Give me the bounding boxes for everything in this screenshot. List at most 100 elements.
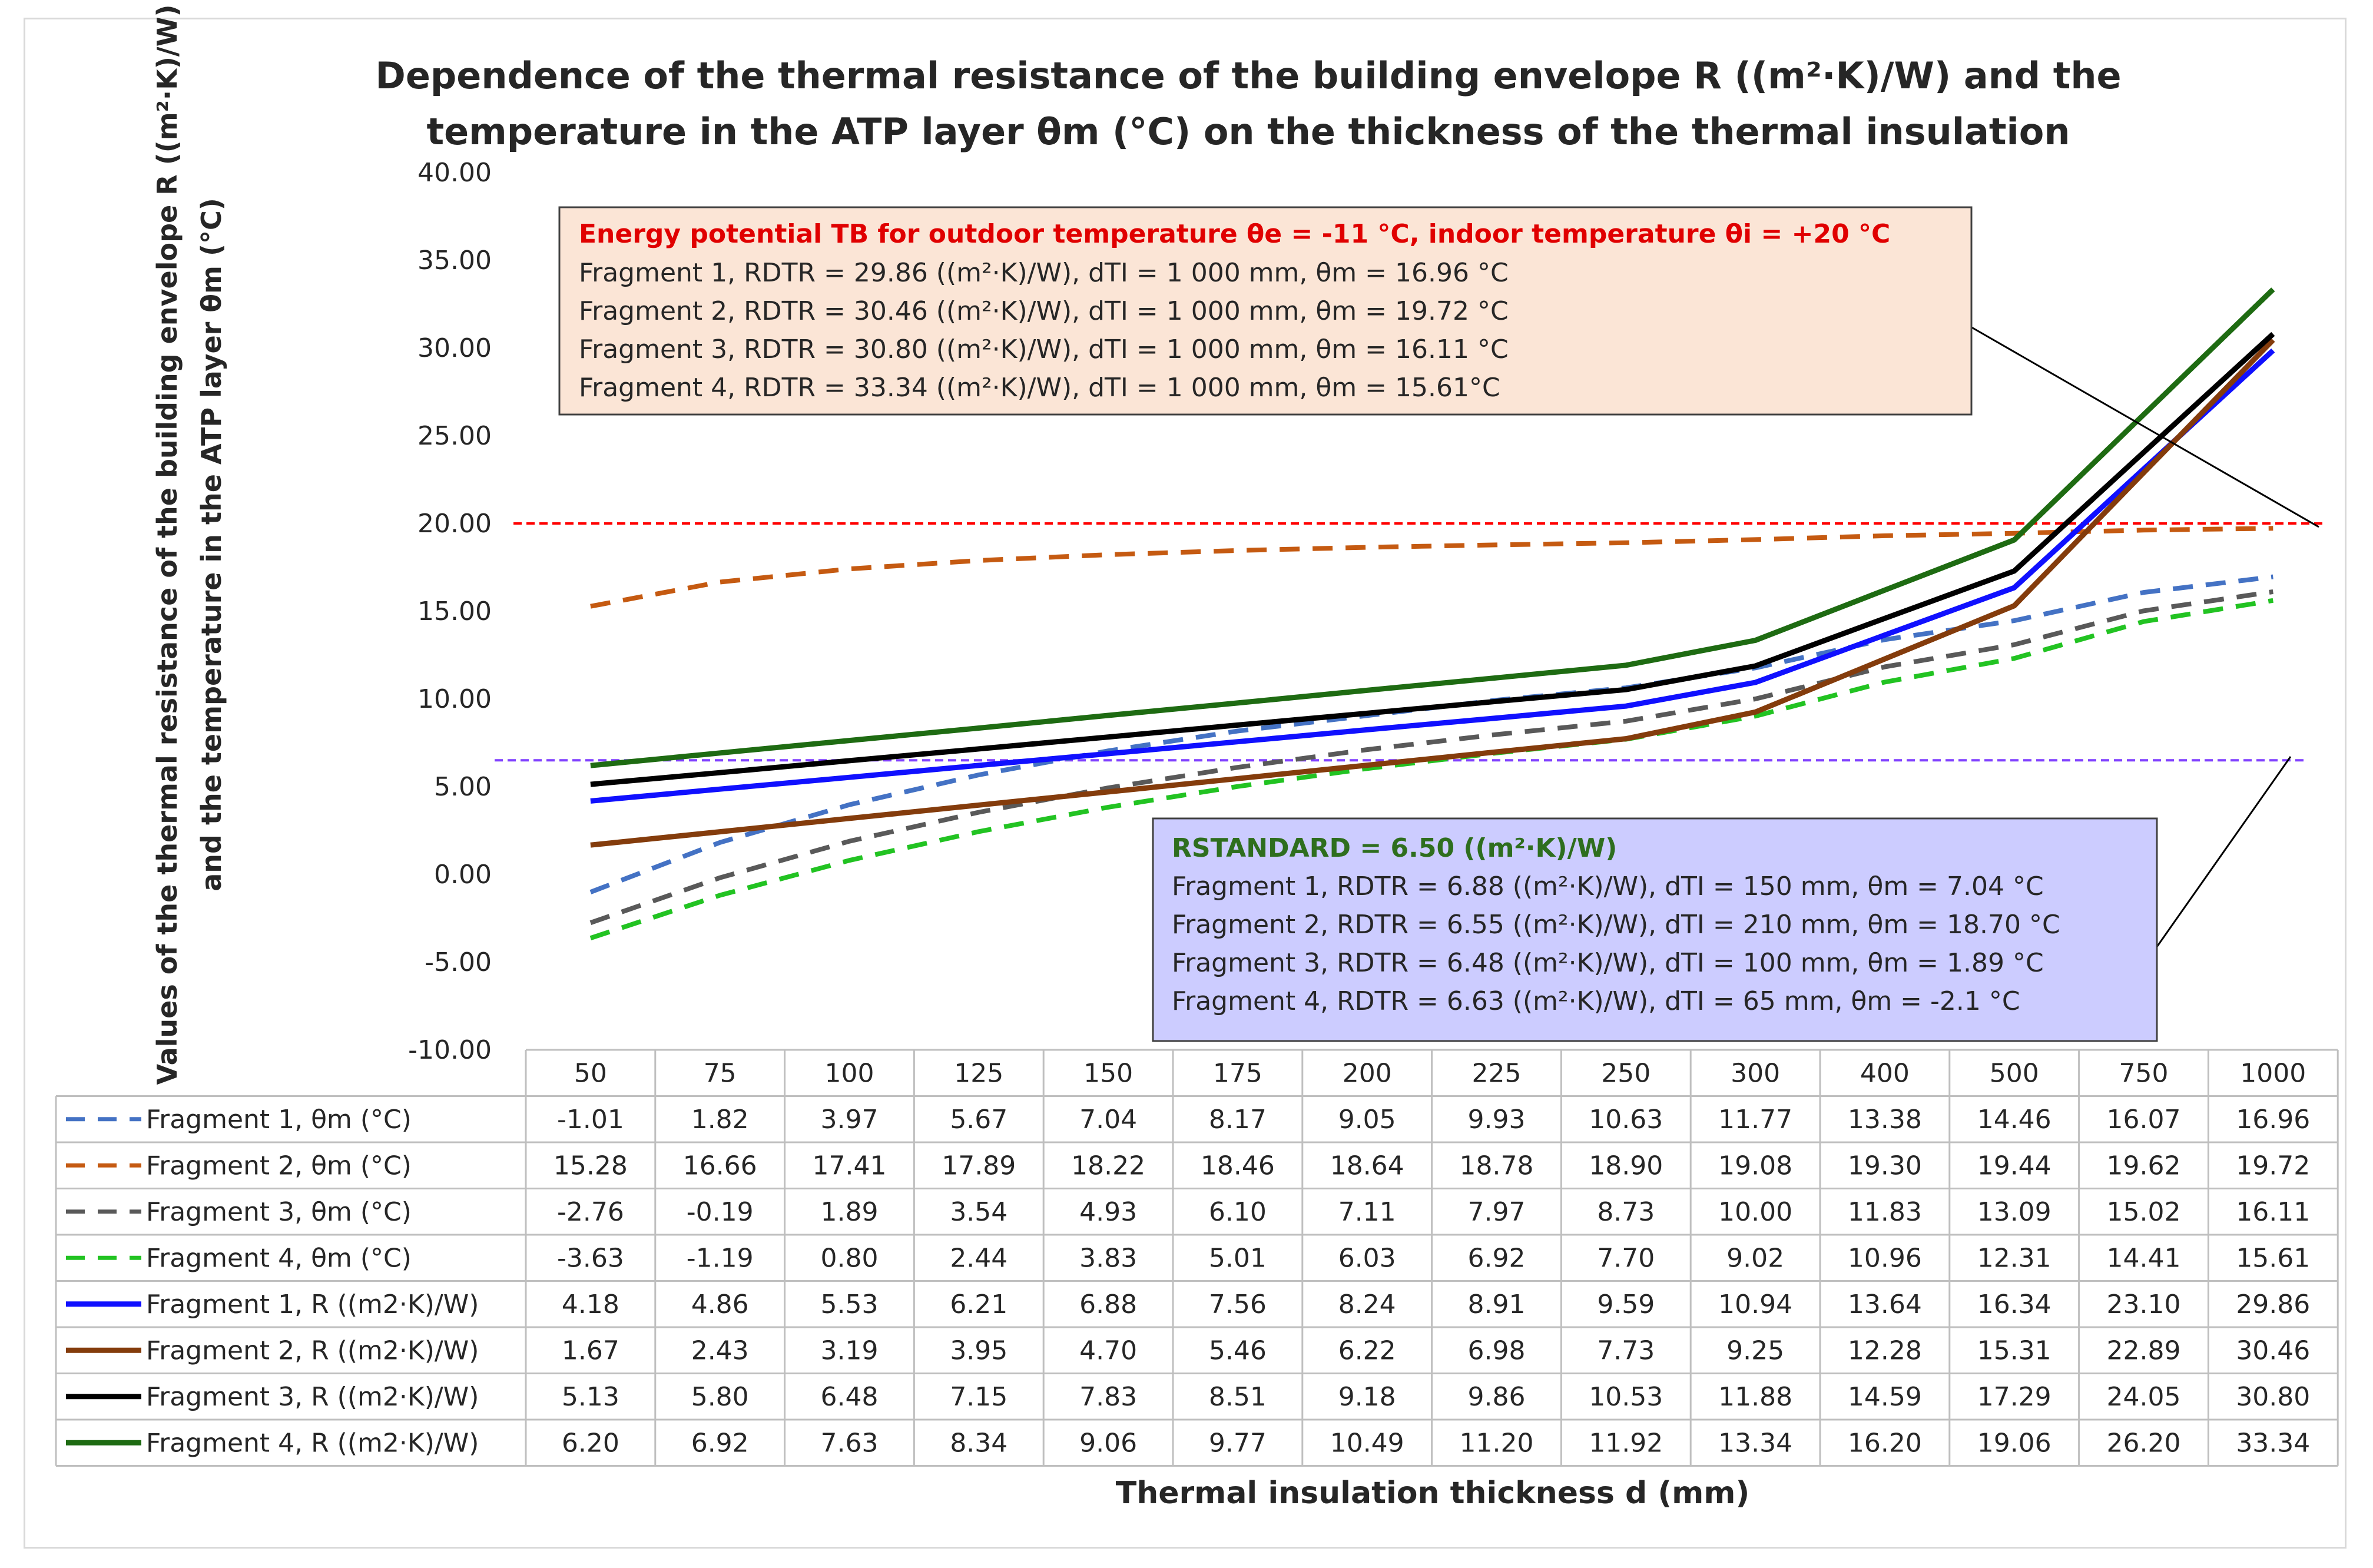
table-cell: 11.20 [1460, 1428, 1534, 1458]
series-line-2 [590, 526, 2273, 609]
table-cell: 18.78 [1460, 1151, 1534, 1181]
table-cell: 15.61 [2236, 1243, 2310, 1273]
table-cell: 4.70 [1079, 1335, 1137, 1365]
table-cell: 6.92 [1468, 1243, 1526, 1273]
table-cell: 18.22 [1071, 1151, 1145, 1181]
table-cell: 3.97 [821, 1105, 879, 1135]
table-cell: 10.63 [1589, 1105, 1663, 1135]
table-cell: 7.56 [1209, 1289, 1267, 1320]
table-cell: 6.20 [562, 1428, 619, 1458]
table-cell: 9.05 [1338, 1105, 1396, 1135]
table-cell: 19.08 [1718, 1151, 1792, 1181]
table-cell: -2.76 [557, 1197, 624, 1227]
table-cell: 17.41 [813, 1151, 887, 1181]
table-cell: 6.92 [691, 1428, 749, 1458]
table-cell: 12.28 [1848, 1335, 1922, 1365]
legend-label-3: Fragment 3, θm (°C) [146, 1197, 412, 1227]
y-tick-label: 30.00 [417, 333, 492, 363]
table-cell: -1.01 [557, 1105, 624, 1135]
legend-label-2: Fragment 2, θm (°C) [146, 1151, 412, 1181]
table-cell: 18.90 [1589, 1151, 1663, 1181]
y-tick-label: 40.00 [417, 158, 492, 188]
table-cell: 8.17 [1209, 1105, 1267, 1135]
standard-box-line-2: Fragment 2, RDTR = 6.55 ((m²·K)/W), dTI … [1172, 910, 2060, 940]
x-axis-title: Thermal insulation thickness d (mm) [1116, 1476, 1750, 1511]
chart-frame [24, 18, 2347, 1549]
table-cell: 3.54 [950, 1197, 1007, 1227]
table-cell: 5.67 [950, 1105, 1007, 1135]
series-line-3 [589, 589, 2273, 925]
legend-label-8: Fragment 4, R ((m2·K)/W) [146, 1428, 479, 1458]
table-cell: 7.15 [950, 1382, 1007, 1412]
table-cell: 1.67 [562, 1335, 619, 1365]
reference-lines [495, 522, 2323, 762]
y-tick-label: 20.00 [417, 509, 492, 539]
standard-box-line-1: Fragment 1, RDTR = 6.88 ((m²·K)/W), dTI … [1172, 871, 2044, 901]
table-cell: 6.98 [1468, 1335, 1526, 1365]
table-cell: 13.34 [1718, 1428, 1792, 1458]
table-cell: 0.80 [821, 1243, 879, 1273]
table-cell: 15.31 [1977, 1335, 2051, 1365]
table-cell: 1.89 [821, 1197, 879, 1227]
y-tick-label: 25.00 [417, 421, 492, 451]
energy-box-background [558, 206, 1973, 416]
y-tick-label: 5.00 [434, 772, 492, 802]
series-line-7 [590, 331, 2275, 787]
x-category-label: 75 [704, 1058, 737, 1088]
standard-box-line-3: Fragment 3, RDTR = 6.48 ((m²·K)/W), dTI … [1172, 948, 2044, 978]
table-cell: 1.82 [691, 1105, 749, 1135]
table-cell: 11.88 [1718, 1382, 1792, 1412]
table-cell: 14.59 [1848, 1382, 1922, 1412]
y-axis-title-line1: Values of the thermal resistance of the … [151, 5, 183, 1085]
table-cell: 5.80 [691, 1382, 749, 1412]
table-cell: 14.46 [1977, 1105, 2051, 1135]
x-category-label: 175 [1213, 1058, 1262, 1088]
table-cell: 19.44 [1977, 1151, 2051, 1181]
table-cell: 23.10 [2107, 1289, 2181, 1320]
table-cell: -3.63 [557, 1243, 624, 1273]
table-cell: 6.22 [1338, 1335, 1396, 1365]
table-cell: 24.05 [2107, 1382, 2181, 1412]
table-cell: 26.20 [2107, 1428, 2181, 1458]
y-tick-label: -10.00 [408, 1035, 492, 1065]
table-cell: 14.41 [2107, 1243, 2181, 1273]
x-category-label: 125 [954, 1058, 1003, 1088]
x-category-label: 200 [1343, 1058, 1392, 1088]
standard-box-background [1152, 817, 2158, 1042]
table-cell: 10.49 [1330, 1428, 1404, 1458]
table-cell: 3.95 [950, 1335, 1007, 1365]
table-cell: 11.77 [1718, 1105, 1792, 1135]
table-cell: -1.19 [687, 1243, 754, 1273]
table-cell: 5.46 [1209, 1335, 1267, 1365]
table-cell: 13.38 [1848, 1105, 1922, 1135]
legend-label-6: Fragment 2, R ((m2·K)/W) [146, 1335, 479, 1365]
table-cell: 6.48 [821, 1382, 879, 1412]
standard-box-line-4: Fragment 4, RDTR = 6.63 ((m²·K)/W), dTI … [1172, 986, 2020, 1016]
x-category-label: 300 [1731, 1058, 1780, 1088]
y-axis-title-line2: and the temperature in the ATP layer θm … [195, 198, 227, 891]
series-lines [589, 287, 2275, 940]
table-cell: 30.46 [2236, 1335, 2310, 1365]
table-cell: 8.34 [950, 1428, 1007, 1458]
table-cell: 9.59 [1597, 1289, 1655, 1320]
energy-box-line-1: Fragment 1, RDTR = 29.86 ((m²·K)/W), dTI… [579, 258, 1509, 288]
table-cell: 9.86 [1468, 1382, 1526, 1412]
table-cell: 12.31 [1977, 1243, 2051, 1273]
table-cell: 3.19 [821, 1335, 879, 1365]
table-cell: 22.89 [2107, 1335, 2181, 1365]
table-cell: 4.18 [562, 1289, 619, 1320]
table-cell: 17.89 [942, 1151, 1016, 1181]
table-cell: 11.92 [1589, 1428, 1663, 1458]
table-cell: 4.86 [691, 1289, 749, 1320]
table-cell: 10.00 [1718, 1197, 1792, 1227]
table-cell: 8.73 [1597, 1197, 1655, 1227]
series-line-6 [590, 338, 2275, 848]
legend-label-7: Fragment 3, R ((m2·K)/W) [146, 1382, 479, 1412]
table-cell: 9.06 [1079, 1428, 1137, 1458]
table-cell: 16.11 [2236, 1197, 2310, 1227]
table-cell: 7.97 [1468, 1197, 1526, 1227]
x-category-label: 100 [825, 1058, 874, 1088]
table-cell: 4.93 [1079, 1197, 1137, 1227]
table-cell: 6.10 [1209, 1197, 1267, 1227]
